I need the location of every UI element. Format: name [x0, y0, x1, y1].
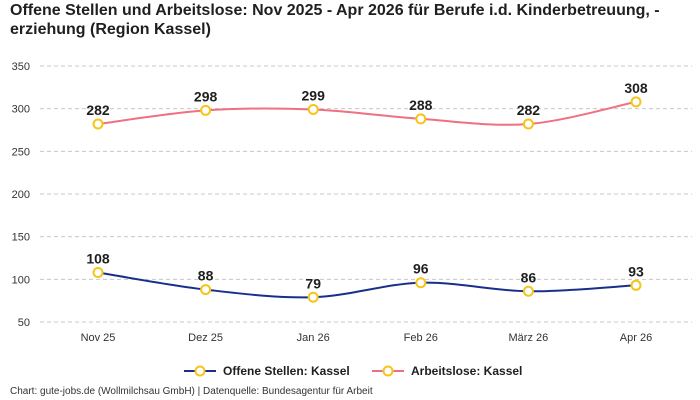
data-label: 288 [409, 97, 433, 113]
data-labels: 108 88 79 96 86 93 282 298 299 288 282 308 [86, 80, 648, 291]
legend: Offene Stellen: Kassel Arbeitslose: Kasse… [184, 364, 522, 378]
x-tick-label: März 26 [509, 332, 549, 344]
legend-marker [382, 365, 394, 377]
data-label: 282 [517, 102, 541, 118]
series-lines [97, 100, 637, 299]
data-label: 298 [194, 88, 218, 104]
legend-marker [194, 365, 206, 377]
y-axis-ticks: 50 100 150 200 250 300 350 [12, 61, 30, 329]
x-tick-label: Apr 26 [620, 332, 652, 344]
x-axis-ticks: Nov 25 Dez 25 Jan 26 Feb 26 März 26 Apr 26 [81, 332, 653, 344]
data-point [200, 284, 212, 296]
y-tick-label: 50 [18, 317, 30, 329]
gridlines [40, 65, 692, 323]
data-label: 93 [628, 263, 644, 279]
y-tick-label: 100 [12, 274, 30, 286]
data-label: 299 [302, 88, 326, 104]
data-point [200, 104, 212, 116]
data-point [307, 291, 319, 303]
data-point [92, 118, 104, 130]
series-line-1 [97, 100, 637, 126]
x-tick-label: Nov 25 [81, 332, 116, 344]
y-tick-label: 200 [12, 189, 30, 201]
x-tick-label: Jan 26 [297, 332, 330, 344]
y-tick-label: 300 [12, 104, 30, 116]
x-tick-label: Feb 26 [404, 332, 438, 344]
legend-label: Arbeitslose: Kassel [411, 364, 522, 378]
data-point [307, 104, 319, 116]
y-tick-label: 150 [12, 232, 30, 244]
data-point [415, 277, 427, 289]
y-tick-label: 350 [12, 61, 30, 73]
data-point [630, 279, 642, 291]
series-line-0 [97, 271, 637, 299]
data-label: 108 [86, 251, 110, 267]
data-label: 96 [413, 261, 429, 277]
data-point [415, 113, 427, 125]
data-markers [92, 96, 642, 303]
data-label: 308 [624, 80, 648, 96]
y-tick-label: 250 [12, 146, 30, 158]
data-point [92, 267, 104, 279]
data-label: 282 [86, 102, 110, 118]
data-label: 86 [521, 269, 537, 285]
data-point [522, 118, 534, 130]
x-tick-label: Dez 25 [188, 332, 223, 344]
data-point [630, 96, 642, 108]
legend-label: Offene Stellen: Kassel [223, 364, 350, 378]
data-label: 88 [198, 268, 214, 284]
chart-title: Offene Stellen und Arbeitslose: Nov 2025… [10, 2, 660, 38]
data-label: 79 [305, 275, 321, 291]
chart-source: Chart: gute-jobs.de (Wollmilchsau GmbH) … [10, 386, 373, 397]
data-point [522, 285, 534, 297]
